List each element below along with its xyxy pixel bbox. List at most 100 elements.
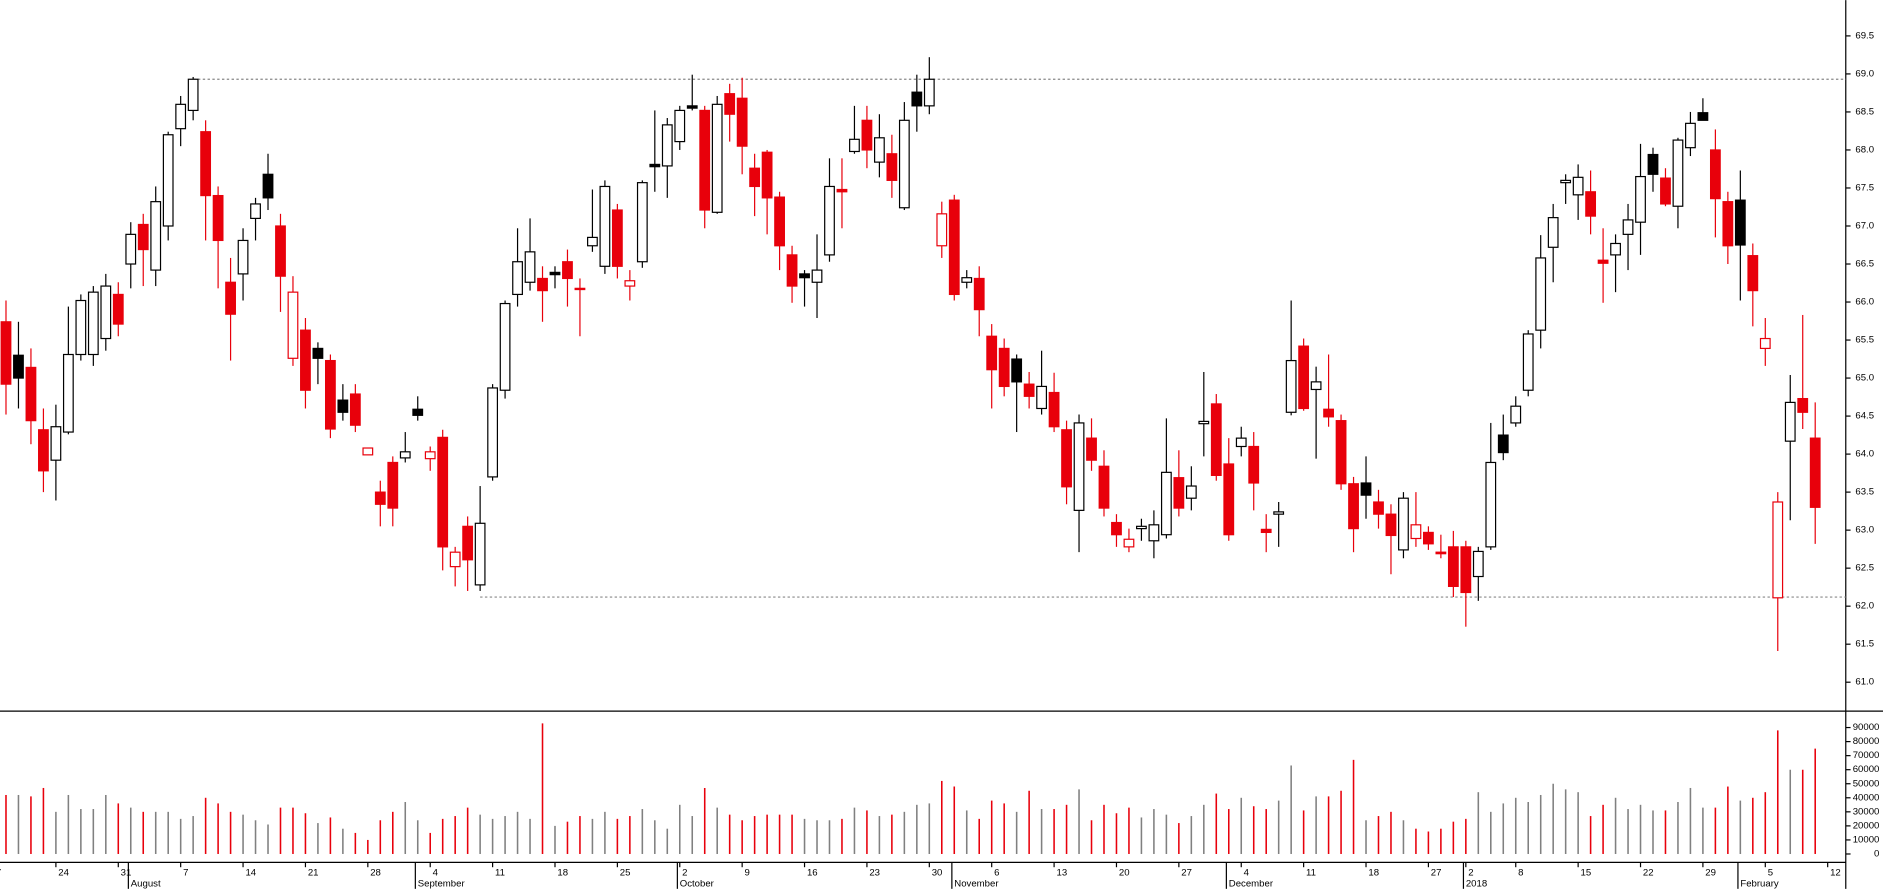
candle-body bbox=[1597, 259, 1609, 264]
candle-body bbox=[1273, 511, 1285, 515]
candle-body bbox=[774, 196, 785, 247]
y-tick-label: 65.5 bbox=[1855, 335, 1874, 346]
candle-body bbox=[1784, 401, 1796, 442]
x-tick-label: 11 bbox=[495, 868, 505, 879]
candle-body bbox=[1759, 337, 1771, 350]
x-tick-label: 23 bbox=[869, 868, 880, 879]
candle-body bbox=[1497, 434, 1509, 454]
x-tick-label: 27 bbox=[1181, 868, 1192, 879]
candle-body bbox=[337, 399, 349, 413]
candle-body bbox=[849, 138, 860, 153]
candle-body bbox=[1809, 437, 1821, 508]
volume-tick-label: 70000 bbox=[1853, 750, 1880, 761]
candle-body bbox=[1423, 531, 1434, 545]
candle-body bbox=[936, 213, 948, 247]
candle-body bbox=[1086, 437, 1097, 461]
volume-tick-label: 30000 bbox=[1853, 806, 1880, 817]
candle-body bbox=[1136, 525, 1147, 530]
candle-body bbox=[1348, 483, 1359, 530]
y-tick-label: 64.0 bbox=[1855, 449, 1874, 460]
x-tick-label: 24 bbox=[58, 868, 69, 879]
x-tick-label: 9 bbox=[745, 868, 750, 879]
candle-body bbox=[162, 134, 174, 227]
candle-body bbox=[399, 451, 411, 459]
candle-body bbox=[100, 285, 112, 340]
y-tick-label: 69.5 bbox=[1855, 30, 1874, 41]
candle-body bbox=[287, 291, 299, 359]
candle-body bbox=[1248, 445, 1260, 484]
candle-body bbox=[998, 347, 1010, 388]
candle-body bbox=[986, 335, 998, 371]
candle-body bbox=[1048, 391, 1060, 428]
x-tick-label: 18 bbox=[1368, 868, 1379, 879]
candle-body bbox=[1323, 408, 1334, 418]
volume-tick-label: 60000 bbox=[1853, 764, 1880, 775]
candle-body bbox=[1635, 175, 1646, 223]
month-label: September bbox=[418, 879, 466, 889]
candle-body bbox=[50, 426, 62, 461]
month-label: 2018 bbox=[1466, 879, 1487, 889]
volume-tick-label: 80000 bbox=[1853, 736, 1880, 747]
candle-body bbox=[1472, 550, 1484, 578]
candle-body bbox=[1522, 333, 1534, 391]
x-tick-label: 28 bbox=[370, 868, 381, 879]
candle-body bbox=[1385, 513, 1397, 537]
candle-body bbox=[487, 387, 499, 478]
y-tick-label: 61.5 bbox=[1855, 639, 1874, 650]
candle-body bbox=[62, 353, 74, 433]
x-tick-label: 14 bbox=[245, 868, 256, 879]
candle-body bbox=[1435, 551, 1447, 555]
candle-body bbox=[861, 119, 873, 151]
candle-body bbox=[275, 225, 286, 277]
candle-body bbox=[1447, 546, 1459, 588]
candle-body bbox=[1722, 201, 1734, 247]
y-tick-label: 62.5 bbox=[1855, 563, 1874, 574]
candle-body bbox=[1585, 191, 1597, 217]
candle-body bbox=[911, 91, 923, 107]
candle-body bbox=[711, 103, 723, 213]
candle-body bbox=[1734, 199, 1746, 246]
candle-body bbox=[1647, 153, 1659, 175]
candle-body bbox=[562, 261, 573, 280]
candle-body bbox=[474, 522, 486, 586]
candle-body bbox=[300, 329, 311, 391]
candle-body bbox=[1160, 471, 1172, 536]
y-tick-label: 64.5 bbox=[1855, 411, 1874, 422]
x-tick-label: 7 bbox=[183, 868, 188, 879]
x-tick-label: 25 bbox=[620, 868, 631, 879]
candle-body bbox=[1535, 257, 1547, 331]
y-tick-label: 69.0 bbox=[1855, 68, 1874, 79]
candle-body bbox=[462, 525, 474, 561]
candle-body bbox=[1772, 501, 1784, 599]
candle-body bbox=[898, 119, 910, 209]
candle-body bbox=[1061, 429, 1072, 488]
candle-body bbox=[1373, 501, 1384, 515]
candle-body bbox=[187, 78, 199, 112]
candle-body bbox=[724, 93, 736, 115]
candle-body bbox=[1547, 217, 1559, 248]
candle-body bbox=[237, 239, 249, 275]
candle-body bbox=[1697, 112, 1709, 121]
candle-body bbox=[674, 109, 686, 143]
candle-body bbox=[1747, 255, 1759, 292]
candle-body bbox=[1123, 538, 1135, 548]
candle-body bbox=[1298, 345, 1310, 410]
candle-body bbox=[761, 151, 773, 199]
candle-body bbox=[499, 302, 511, 391]
candle-body bbox=[125, 233, 137, 265]
candle-body bbox=[786, 254, 798, 287]
candle-body bbox=[1610, 242, 1621, 256]
candle-body bbox=[699, 109, 711, 211]
candle-body bbox=[574, 287, 586, 291]
candle-body bbox=[587, 236, 598, 247]
candle-body bbox=[1210, 403, 1222, 476]
x-tick-label: 2 bbox=[1468, 868, 1473, 879]
candle-body bbox=[873, 137, 885, 163]
candle-body bbox=[1335, 420, 1347, 485]
candle-body bbox=[175, 103, 187, 130]
volume-tick-label: 50000 bbox=[1853, 778, 1880, 789]
candle-body bbox=[87, 291, 99, 356]
candle-body bbox=[1398, 497, 1409, 551]
x-tick-label: 5 bbox=[1768, 868, 1773, 879]
